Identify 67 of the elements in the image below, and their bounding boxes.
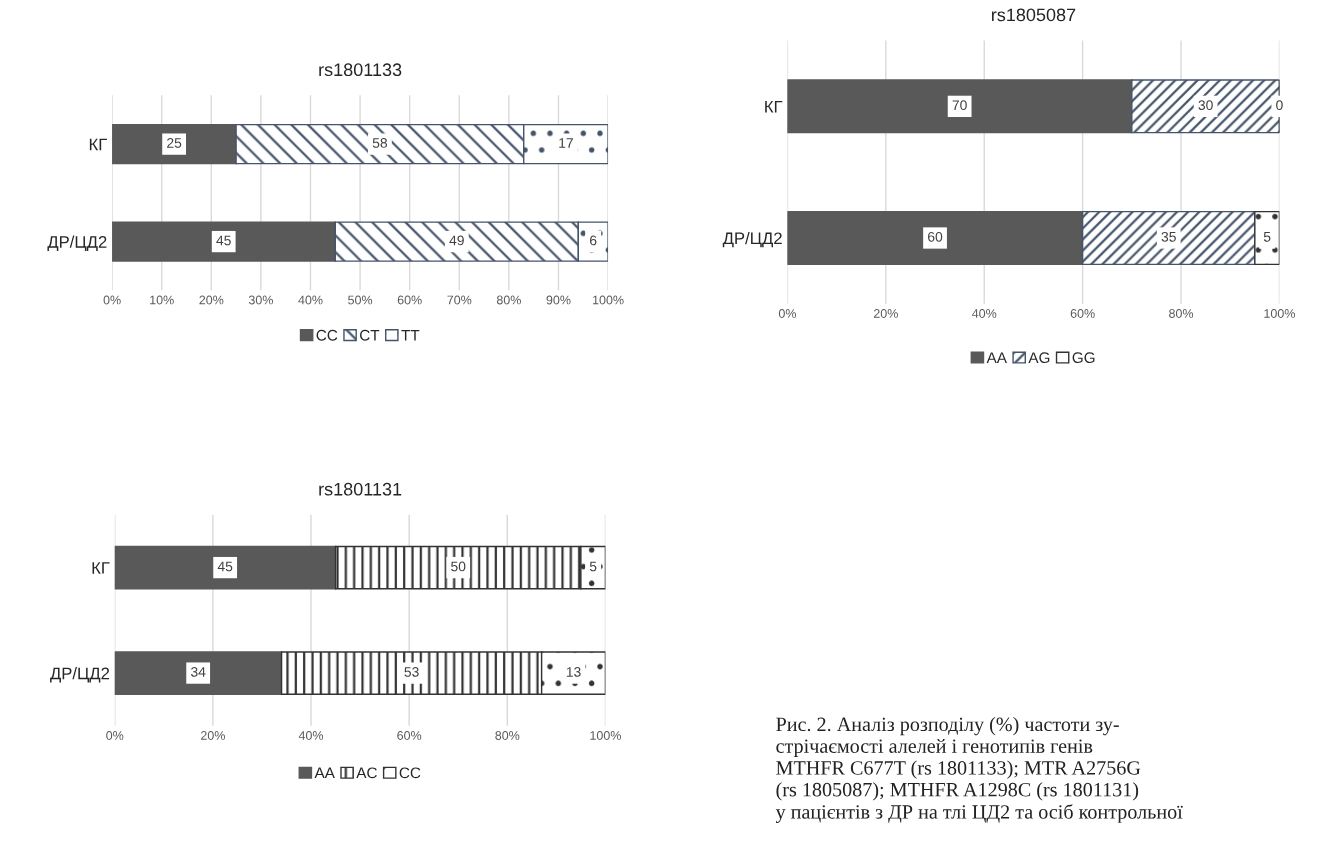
x-tick-label: 10%: [150, 295, 174, 305]
data-label: 60: [928, 231, 943, 242]
bar: [112, 123, 237, 165]
data-label: 50: [451, 561, 466, 572]
x-tick-label: 0%: [103, 295, 121, 305]
legend-label: CC: [316, 329, 338, 341]
x-tick-label: 100%: [593, 295, 624, 305]
data-label: 53: [404, 666, 419, 677]
data-label: 5: [1263, 232, 1271, 242]
x-tick-label: 20%: [199, 295, 224, 305]
y-tick-label: ДР/ЦД2: [722, 231, 782, 248]
legend-label: AG: [1028, 352, 1050, 364]
x-tick-label: 40%: [972, 309, 997, 318]
x-tick-label: 90%: [546, 295, 571, 305]
y-tick-label: КГ: [89, 138, 107, 151]
x-tick-label: 20%: [873, 309, 898, 318]
data-label: 0: [1276, 100, 1283, 111]
chart-title: rs1801133: [319, 63, 402, 77]
legend-label: TT: [401, 329, 420, 341]
data-label: 45: [217, 561, 233, 572]
x-tick-label: 100%: [590, 731, 621, 740]
x-tick-label: 60%: [397, 295, 422, 305]
y-tick-label: КГ: [765, 100, 783, 113]
bar: [787, 79, 1133, 134]
data-label: 35: [1161, 231, 1176, 242]
data-label: 45: [216, 235, 231, 246]
x-tick-label: 0%: [106, 731, 124, 740]
bar: [114, 545, 337, 590]
data-label: 13: [566, 666, 581, 677]
x-tick-label: 40%: [298, 731, 324, 740]
data-label: 25: [167, 138, 182, 148]
bar: [114, 651, 283, 695]
chart-title: rs1805087: [991, 8, 1076, 22]
legend-label: GG: [1072, 352, 1095, 364]
x-tick-label: 80%: [1169, 309, 1194, 318]
data-label: 30: [1198, 100, 1213, 111]
x-tick-label: 40%: [298, 295, 323, 305]
x-tick-label: 80%: [495, 731, 520, 740]
y-tick-label: ДР/ЦД2: [50, 667, 110, 683]
data-label: 6: [590, 235, 597, 246]
x-tick-label: 30%: [248, 295, 273, 305]
x-tick-label: 60%: [1070, 309, 1095, 318]
data-label: 70: [952, 100, 967, 111]
y-tick-label: КГ: [92, 562, 110, 574]
chart-title: rs1801131: [319, 482, 402, 496]
legend-label: CC: [399, 767, 421, 779]
x-tick-label: 100%: [1264, 309, 1295, 318]
data-label: 49: [449, 235, 464, 246]
x-tick-label: 20%: [201, 731, 225, 740]
data-label: 34: [190, 666, 206, 677]
x-tick-label: 70%: [447, 295, 472, 305]
data-label: 5: [589, 561, 597, 572]
legend-label: CT: [360, 329, 380, 341]
data-label: 58: [372, 138, 388, 148]
legend-label: AA: [986, 352, 1007, 363]
legend-label: AA: [314, 767, 335, 779]
legend-label: AC: [356, 767, 377, 779]
text: Рис. 2. Аналіз розподілу (%) частоти зу- стрічаємості алелей і генотипів генів MTHFR C677T (rs 1801133); MTR A2756G (rs 1805087); MTHFR A1298C (rs 1801131) у пацієнтів з ДР на тлі ЦД2 та осіб контрольної: [775, 716, 1183, 823]
x-tick-label: 60%: [397, 731, 422, 740]
bar: [1081, 210, 1256, 266]
x-tick-label: 50%: [348, 295, 373, 305]
bar: [112, 221, 336, 262]
x-tick-label: 80%: [496, 295, 521, 305]
x-tick-label: 0%: [778, 309, 797, 318]
data-label: 17: [559, 138, 573, 148]
bar: [787, 210, 1084, 266]
y-tick-label: ДР/ЦД2: [47, 235, 107, 251]
